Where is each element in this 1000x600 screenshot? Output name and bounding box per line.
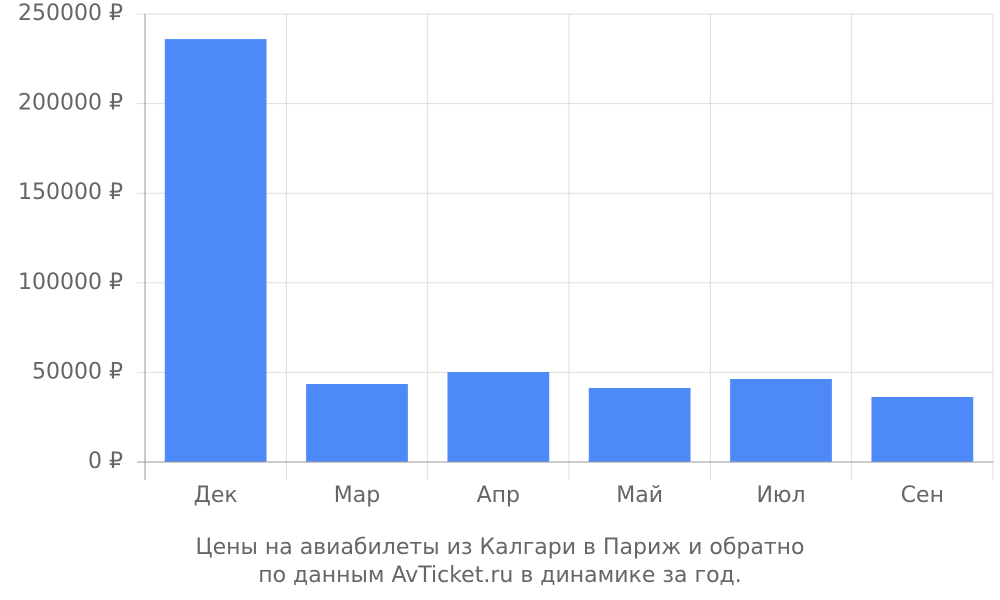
y-tick-label: 100000 ₽ [18,270,123,295]
y-tick-label: 200000 ₽ [18,91,123,116]
bar [164,39,267,462]
bar [730,379,832,462]
y-tick-label: 150000 ₽ [18,180,123,205]
chart-subtitle: по данным AvTicket.ru в динамике за год. [258,563,742,588]
bar [447,372,550,462]
bar [306,384,408,462]
bar [871,396,974,462]
x-tick-label: Сен [901,483,944,508]
y-tick-label: 0 ₽ [88,449,123,474]
bar [588,387,691,462]
y-tick-label: 50000 ₽ [32,359,123,384]
chart-title: Цены на авиабилеты из Калгари в Париж и … [195,535,804,560]
x-tick-label: Апр [477,483,520,508]
y-tick-label: 250000 ₽ [18,1,123,26]
x-tick-label: Июл [756,483,805,508]
x-tick-label: Май [616,483,663,508]
x-tick-label: Мар [334,483,380,508]
x-tick-label: Дек [194,483,238,508]
